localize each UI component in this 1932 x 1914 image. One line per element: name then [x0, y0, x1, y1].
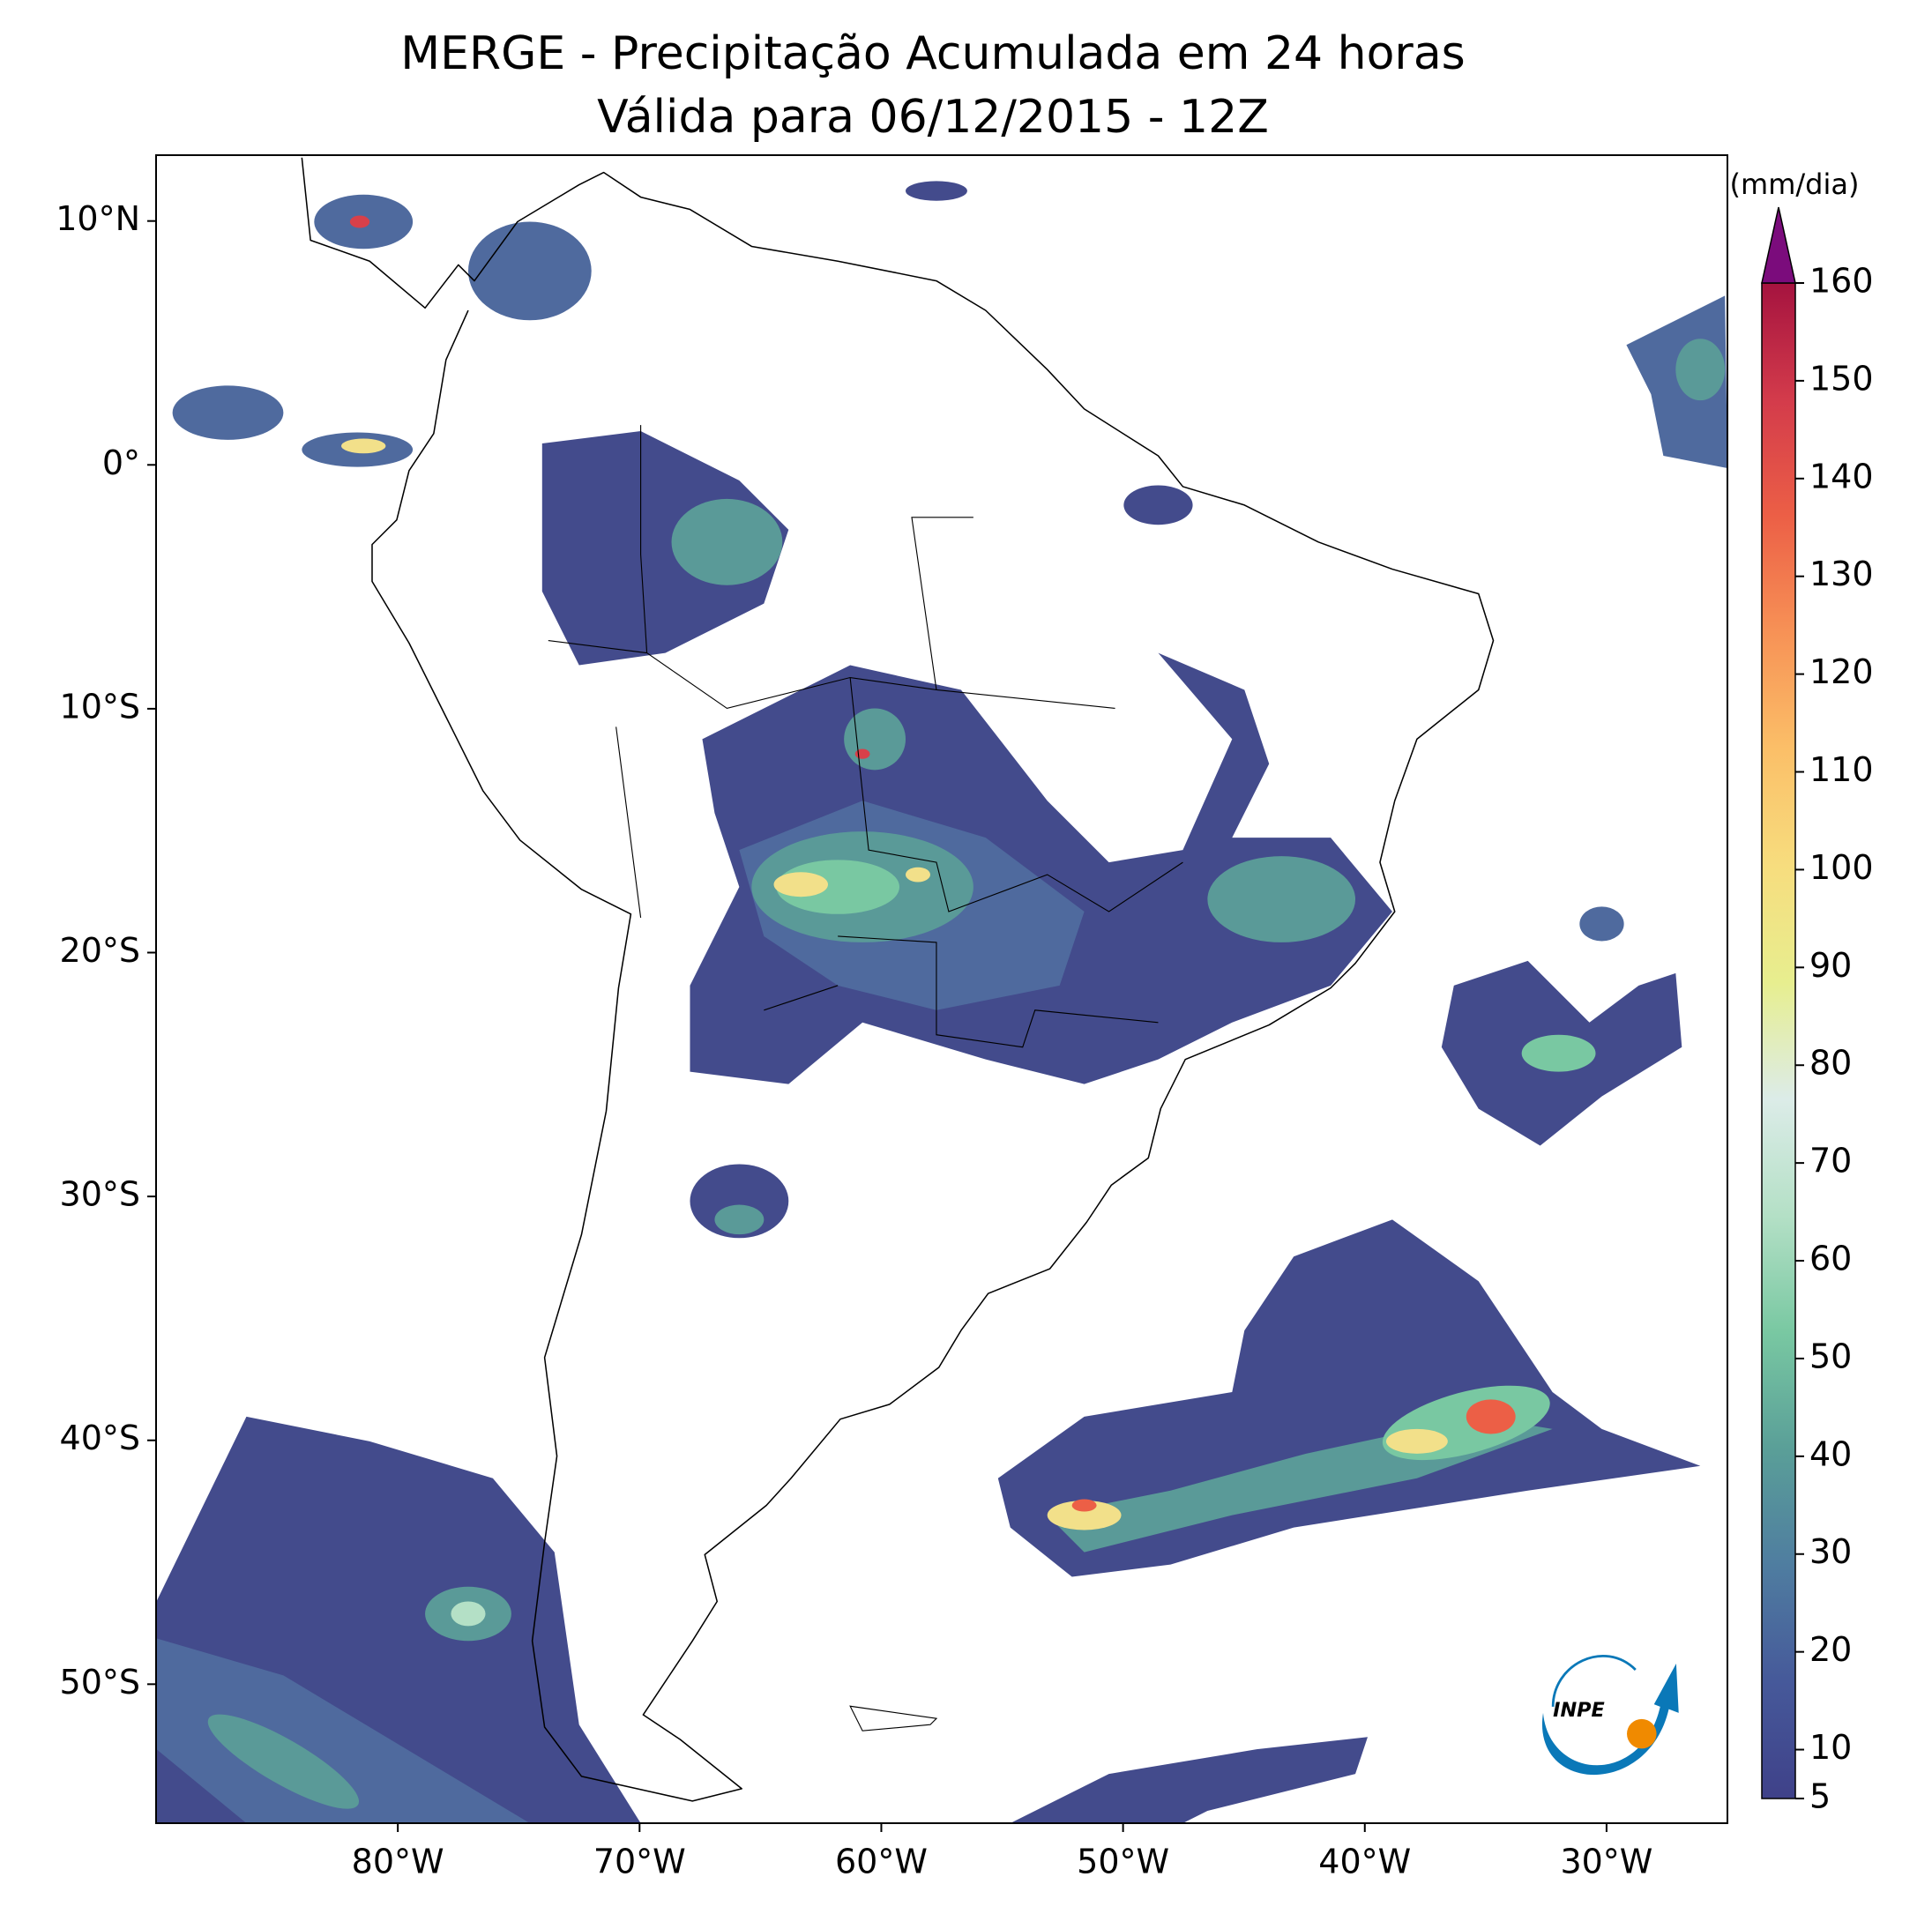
logo: INPE: [1541, 1654, 1679, 1776]
y-tick-label: 30°S: [60, 1175, 140, 1214]
colorbar-tick-label: 120: [1809, 652, 1874, 691]
y-tick-label: 20°S: [60, 931, 140, 970]
subtitle: Válida para 06/12/2015 - 12Z: [597, 91, 1269, 144]
colorbar-tick-label: 5: [1809, 1777, 1831, 1816]
colorbar-tick-label: 140: [1809, 457, 1874, 495]
map-frame: [155, 154, 1728, 1824]
colorbar-tick-label: 130: [1809, 555, 1874, 593]
x-tick-label: 50°W: [1077, 1843, 1169, 1881]
colorbar-tick-label: 50: [1809, 1337, 1852, 1375]
y-tick-label: 10°S: [60, 687, 140, 726]
colorbar-tick-label: 10: [1809, 1728, 1852, 1767]
x-tick-label: 80°W: [352, 1843, 444, 1881]
colorbar: [1761, 282, 1796, 1799]
colorbar-tick-label: 160: [1809, 262, 1874, 301]
colorbar-label: (mm/dia): [1730, 168, 1860, 201]
y-tick-label: 50°S: [60, 1663, 140, 1702]
precipitation-field: [156, 181, 1727, 1823]
colorbar-tick-label: 80: [1809, 1044, 1852, 1083]
y-tick-label: 0°: [102, 443, 140, 482]
colorbar-tick-label: 30: [1809, 1532, 1852, 1571]
colorbar-tick-label: 40: [1809, 1434, 1852, 1473]
colorbar-tick-label: 110: [1809, 750, 1874, 789]
y-tick-label: 40°S: [60, 1419, 140, 1457]
colorbar-tick-label: 60: [1809, 1240, 1852, 1278]
x-tick-label: 70°W: [593, 1843, 686, 1881]
colorbar-tick-label: 100: [1809, 848, 1874, 887]
colorbar-tick-label: 90: [1809, 946, 1852, 985]
title: MERGE - Precipitação Acumulada em 24 hor…: [400, 27, 1466, 80]
colorbar-tick-label: 20: [1809, 1630, 1852, 1669]
x-tick-label: 40°W: [1318, 1843, 1411, 1881]
colorbar-tick-label: 70: [1809, 1142, 1852, 1180]
x-tick-label: 30°W: [1560, 1843, 1652, 1881]
x-tick-label: 60°W: [835, 1843, 928, 1881]
coastlines: [301, 157, 1495, 1802]
colorbar-extension: [1761, 206, 1796, 284]
colorbar-tick-label: 150: [1809, 359, 1874, 398]
logo-text: INPE: [1553, 1699, 1605, 1722]
y-tick-label: 10°N: [56, 199, 140, 238]
map-area: [156, 157, 1727, 1823]
